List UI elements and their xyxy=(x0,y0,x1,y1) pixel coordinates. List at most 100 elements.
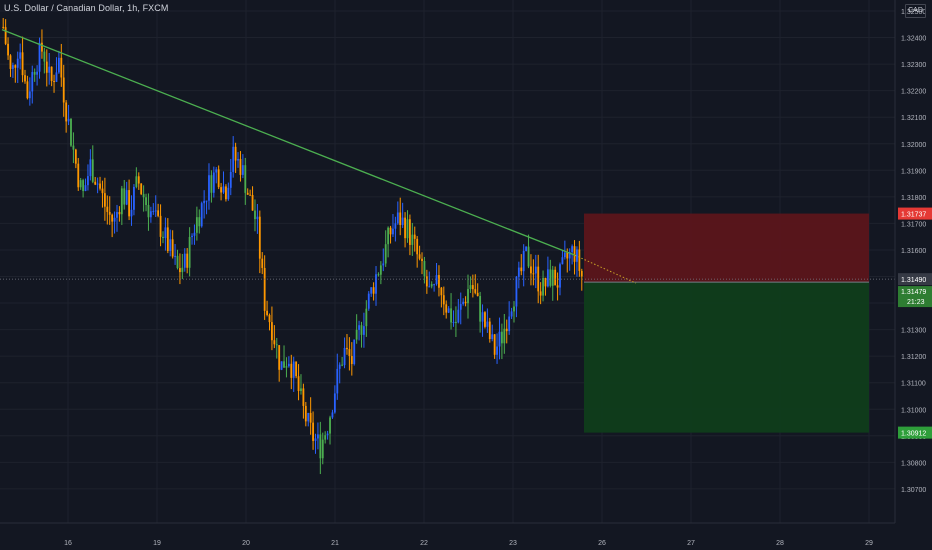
current-price-tag: 1.31490 xyxy=(901,277,926,284)
time-tick-label: 23 xyxy=(509,540,517,547)
candle-body xyxy=(4,27,7,44)
candle-body xyxy=(89,159,92,177)
candle-body xyxy=(440,287,443,296)
candle-body xyxy=(11,65,14,69)
candle-body xyxy=(401,217,404,226)
candle-body xyxy=(445,304,448,313)
candle-body xyxy=(101,188,104,194)
price-tick-label: 1.31000 xyxy=(901,407,926,414)
countdown-tag: 21:23 xyxy=(907,299,925,306)
candle-body xyxy=(57,57,60,73)
candle-body xyxy=(527,246,530,267)
candle-body xyxy=(297,376,300,391)
candle-body xyxy=(350,356,353,365)
candle-body xyxy=(580,270,583,277)
price-tick-label: 1.31200 xyxy=(901,354,926,361)
candle-body xyxy=(433,284,436,286)
candle-body xyxy=(162,236,164,239)
price-tick-label: 1.31800 xyxy=(901,195,926,202)
candle-body xyxy=(554,269,557,286)
candle-body xyxy=(513,306,515,312)
candle-body xyxy=(50,66,53,82)
candle-body xyxy=(409,219,411,245)
candle-body xyxy=(510,311,513,317)
candle-body xyxy=(404,217,406,239)
chart-lines[interactable] xyxy=(0,28,895,284)
candle-body xyxy=(41,42,43,52)
candle-body xyxy=(123,188,126,205)
trend-line-extension[interactable] xyxy=(574,254,637,284)
candle-body xyxy=(79,180,82,188)
candle-body xyxy=(84,185,87,192)
candle-body xyxy=(517,267,520,277)
candle-body xyxy=(111,214,114,222)
currency-badge[interactable]: CAD xyxy=(905,4,926,18)
candle-body xyxy=(99,183,101,189)
candle-body xyxy=(164,227,167,239)
candle-body xyxy=(372,287,375,294)
candle-body xyxy=(145,197,147,206)
candle-body xyxy=(31,72,34,92)
candle-body xyxy=(384,244,387,264)
candle-body xyxy=(367,293,370,309)
candle-body xyxy=(515,276,518,307)
stop-loss-zone[interactable] xyxy=(584,213,869,283)
candle-body xyxy=(43,51,46,62)
candle-body xyxy=(193,232,196,236)
candle-body xyxy=(113,217,116,222)
candle-body xyxy=(9,55,12,69)
candle-body xyxy=(442,295,445,305)
candle-body xyxy=(496,346,498,355)
candle-body xyxy=(261,258,264,268)
candle-body xyxy=(576,249,578,262)
candle-body xyxy=(268,314,271,323)
current-price-tag-bg xyxy=(898,273,932,286)
candle-body xyxy=(375,274,377,294)
candle-body xyxy=(304,405,307,422)
stop-price-tag-bg xyxy=(898,207,932,220)
candle-body xyxy=(464,301,467,304)
candle-body xyxy=(479,296,482,322)
candle-body xyxy=(198,217,201,227)
candle-body xyxy=(379,265,382,275)
candle-body xyxy=(452,321,455,323)
candle-body xyxy=(411,234,414,245)
candle-body xyxy=(343,347,346,366)
candle-body xyxy=(278,345,281,370)
candle-body xyxy=(130,209,133,217)
time-tick-label: 29 xyxy=(865,540,873,547)
take-profit-zone[interactable] xyxy=(584,282,869,433)
candle-body xyxy=(287,363,290,367)
candle-body xyxy=(454,321,457,323)
candle-body xyxy=(169,239,172,251)
candle-body xyxy=(239,158,242,175)
candle-body xyxy=(118,212,121,215)
candle-body xyxy=(96,183,99,185)
candle-body xyxy=(399,212,402,226)
candle-body xyxy=(179,268,181,273)
candle-body xyxy=(142,194,145,198)
candle-body xyxy=(317,434,319,439)
candle-body xyxy=(244,165,247,193)
candle-body xyxy=(200,203,203,227)
candle-body xyxy=(263,267,266,311)
candle-body xyxy=(14,65,17,68)
candle-body xyxy=(159,215,162,237)
candle-body xyxy=(314,438,317,441)
candle-body xyxy=(2,26,5,28)
candle-body xyxy=(203,200,206,204)
candle-body xyxy=(133,186,135,210)
candle-body xyxy=(471,285,474,290)
candle-body xyxy=(140,183,143,195)
candle-body xyxy=(309,412,312,423)
candle-body xyxy=(363,326,365,335)
time-tick-label: 26 xyxy=(598,540,606,547)
trend-line[interactable] xyxy=(1,28,576,256)
candle-body xyxy=(290,363,293,378)
position-zones[interactable] xyxy=(584,213,869,433)
symbol-title: U.S. Dollar / Canadian Dollar, 1h, FXCM xyxy=(4,3,169,13)
candle-body xyxy=(36,71,39,75)
candle-body xyxy=(522,250,525,272)
